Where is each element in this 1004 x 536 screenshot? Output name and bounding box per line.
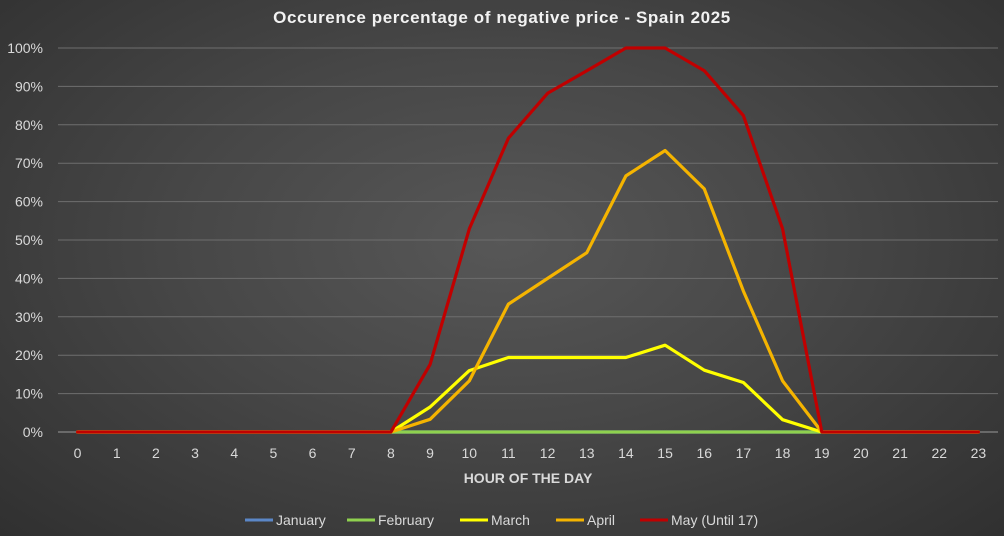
legend: January February March April May (Until 17) <box>245 512 758 528</box>
chart-title: Occurence percentage of negative price -… <box>273 8 731 27</box>
series-line-april <box>75 148 981 434</box>
y-tick-label: 30% <box>15 309 43 325</box>
y-tick-label: 0% <box>23 424 43 440</box>
legend-entry-label: January <box>276 512 326 528</box>
x-tick-label: 23 <box>971 445 987 461</box>
x-tick-label: 21 <box>892 445 908 461</box>
x-tick-label: 1 <box>113 445 121 461</box>
x-tick-label: 3 <box>191 445 199 461</box>
x-tick-label: 19 <box>814 445 830 461</box>
x-tick-label: 7 <box>348 445 356 461</box>
y-tick-label: 10% <box>15 386 43 402</box>
legend-entry-label: February <box>378 512 434 528</box>
x-tick-label: 12 <box>540 445 556 461</box>
x-tick-label: 16 <box>696 445 712 461</box>
x-tick-label: 5 <box>270 445 278 461</box>
y-tick-label: 50% <box>15 232 43 248</box>
y-tick-label: 80% <box>15 117 43 133</box>
y-tick-label: 90% <box>15 78 43 94</box>
series-lines <box>75 46 981 434</box>
y-tick-label: 40% <box>15 270 43 286</box>
x-tick-label: 18 <box>775 445 791 461</box>
x-tick-label: 13 <box>579 445 595 461</box>
legend-entry-label: May (Until 17) <box>671 512 758 528</box>
series-line-may-until-17 <box>75 46 981 434</box>
x-tick-label: 2 <box>152 445 160 461</box>
x-tick-label: 11 <box>501 445 516 461</box>
x-tick-label: 10 <box>461 445 477 461</box>
x-tick-label: 0 <box>74 445 82 461</box>
x-tick-label: 20 <box>853 445 869 461</box>
x-tick-label: 9 <box>426 445 434 461</box>
gridlines <box>58 47 998 433</box>
series-line-march <box>75 343 981 434</box>
x-tick-label: 15 <box>657 445 673 461</box>
y-tick-label: 20% <box>15 347 43 363</box>
y-tick-label: 60% <box>15 194 43 210</box>
x-tick-label: 17 <box>736 445 752 461</box>
legend-entry-label: April <box>587 512 615 528</box>
x-tick-label: 4 <box>230 445 238 461</box>
x-tick-label: 6 <box>309 445 317 461</box>
x-axis-tick-labels: 0 1 2 3 4 5 6 7 8 9 10 11 12 13 14 15 16 17 18 19 20 21 22 23 <box>74 445 987 461</box>
x-tick-label: 14 <box>618 445 634 461</box>
y-tick-label: 100% <box>7 40 43 56</box>
x-axis-label: HOUR OF THE DAY <box>464 470 593 486</box>
x-tick-label: 22 <box>931 445 947 461</box>
y-axis-tick-labels: 0% 10% 20% 30% 40% 50% 60% 70% 80% 90% 100% <box>7 40 43 440</box>
y-tick-label: 70% <box>15 155 43 171</box>
legend-entry-label: March <box>491 512 530 528</box>
x-tick-label: 8 <box>387 445 395 461</box>
